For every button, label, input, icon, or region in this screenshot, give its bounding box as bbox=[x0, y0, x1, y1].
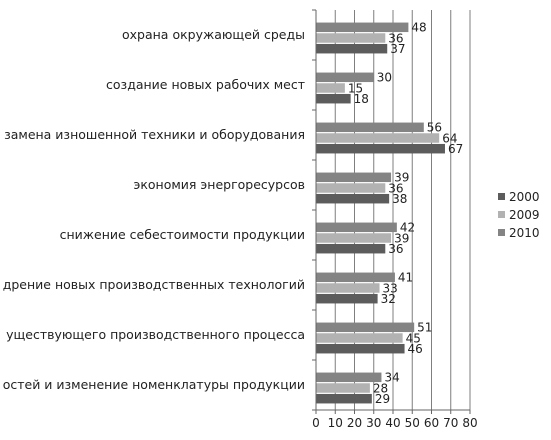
category-labels: охрана окружающей среды создание новых ра… bbox=[3, 27, 305, 392]
category-label-2: замена изношенной техники и оборудования bbox=[4, 127, 305, 142]
bar-2010-3 bbox=[316, 172, 392, 183]
value-label-2009-6: 45 bbox=[406, 331, 421, 345]
bar-2009-4 bbox=[316, 233, 392, 243]
bar-2000-4 bbox=[316, 243, 386, 254]
value-label-2009-5: 33 bbox=[383, 281, 398, 295]
bar-2010-2 bbox=[316, 122, 424, 133]
x-tick-label-20: 20 bbox=[347, 416, 362, 430]
bar-2010-6 bbox=[316, 322, 415, 333]
value-label-2010-2: 56 bbox=[427, 121, 442, 135]
value-label-2009-0: 36 bbox=[388, 31, 403, 45]
category-label-0: охрана окружающей среды bbox=[122, 27, 305, 42]
value-label-2000-1: 18 bbox=[354, 92, 369, 106]
category-label-7: остей и изменение номенклатуры продукции bbox=[3, 377, 305, 392]
legend-swatch-2000 bbox=[498, 193, 505, 200]
bar-2010-7 bbox=[316, 372, 382, 383]
x-tick-label-70: 70 bbox=[443, 416, 458, 430]
bar-2010-4 bbox=[316, 222, 397, 233]
category-label-4: снижение себестоимости продукции bbox=[60, 227, 305, 242]
legend-swatch-2010 bbox=[498, 229, 505, 236]
bar-2000-6 bbox=[316, 343, 405, 354]
value-label-2009-1: 15 bbox=[348, 81, 363, 95]
x-tick-label-40: 40 bbox=[385, 416, 400, 430]
bar-2000-0 bbox=[316, 43, 388, 54]
category-label-3: экономия энергоресурсов bbox=[133, 177, 305, 192]
bar-2010-0 bbox=[316, 22, 409, 33]
bar-2009-2 bbox=[316, 133, 440, 143]
legend-swatch-2009 bbox=[498, 211, 505, 218]
bar-2009-1 bbox=[316, 83, 345, 93]
bar-2000-2 bbox=[316, 143, 445, 154]
x-tick-label-60: 60 bbox=[424, 416, 439, 430]
value-label-2009-3: 36 bbox=[388, 181, 403, 195]
value-label-2000-3: 38 bbox=[392, 192, 407, 206]
category-label-1: создание новых рабочих мест bbox=[106, 77, 305, 92]
value-label-2009-2: 64 bbox=[442, 131, 457, 145]
value-label-2000-6: 46 bbox=[408, 342, 423, 356]
value-label-2009-4: 39 bbox=[394, 231, 409, 245]
legend-label-2010: 2010 bbox=[509, 226, 540, 240]
bar-2009-7 bbox=[316, 383, 370, 393]
value-label-2010-3: 39 bbox=[394, 171, 409, 185]
category-label-5: дрение новых производственных технологий bbox=[3, 277, 305, 292]
category-label-6: уществующего производственного процесса bbox=[6, 327, 305, 342]
legend: 2000 2009 2010 bbox=[498, 190, 540, 240]
value-label-2010-5: 41 bbox=[398, 271, 413, 285]
value-label-2010-6: 51 bbox=[417, 321, 432, 335]
bar-2000-3 bbox=[316, 193, 390, 204]
value-label-2010-0: 48 bbox=[411, 21, 426, 35]
x-tick-label-30: 30 bbox=[366, 416, 381, 430]
bar-2000-1 bbox=[316, 93, 351, 104]
x-tick-label-10: 10 bbox=[328, 416, 343, 430]
bar-2010-1 bbox=[316, 72, 374, 83]
value-label-2010-7: 34 bbox=[384, 371, 399, 385]
bar-2010-5 bbox=[316, 272, 395, 283]
legend-label-2009: 2009 bbox=[509, 208, 540, 222]
x-tick-label-80: 80 bbox=[462, 416, 477, 430]
x-tick-labels: 0 10 20 30 40 50 60 70 80 bbox=[312, 416, 477, 430]
value-label-2000-2: 67 bbox=[448, 142, 463, 156]
value-label-2000-7: 29 bbox=[375, 392, 390, 406]
value-label-2000-5: 32 bbox=[381, 292, 396, 306]
legend-label-2000: 2000 bbox=[509, 190, 540, 204]
x-tick-label-0: 0 bbox=[312, 416, 320, 430]
x-tick-label-50: 50 bbox=[405, 416, 420, 430]
bar-2009-6 bbox=[316, 333, 403, 343]
value-label-2000-0: 37 bbox=[390, 42, 405, 56]
bar-2009-5 bbox=[316, 283, 380, 293]
axes bbox=[312, 9, 471, 414]
bar-2009-3 bbox=[316, 183, 386, 193]
value-label-2010-4: 42 bbox=[400, 221, 415, 235]
value-label-2010-1: 30 bbox=[377, 71, 392, 85]
bar-2000-5 bbox=[316, 293, 378, 304]
bar-2000-7 bbox=[316, 393, 372, 404]
value-label-2000-4: 36 bbox=[388, 242, 403, 256]
bar-2009-0 bbox=[316, 33, 386, 43]
value-label-2009-7: 28 bbox=[373, 381, 388, 395]
bars bbox=[316, 22, 445, 404]
value-labels: 4836373015185664673936384239364133325145… bbox=[348, 21, 463, 406]
